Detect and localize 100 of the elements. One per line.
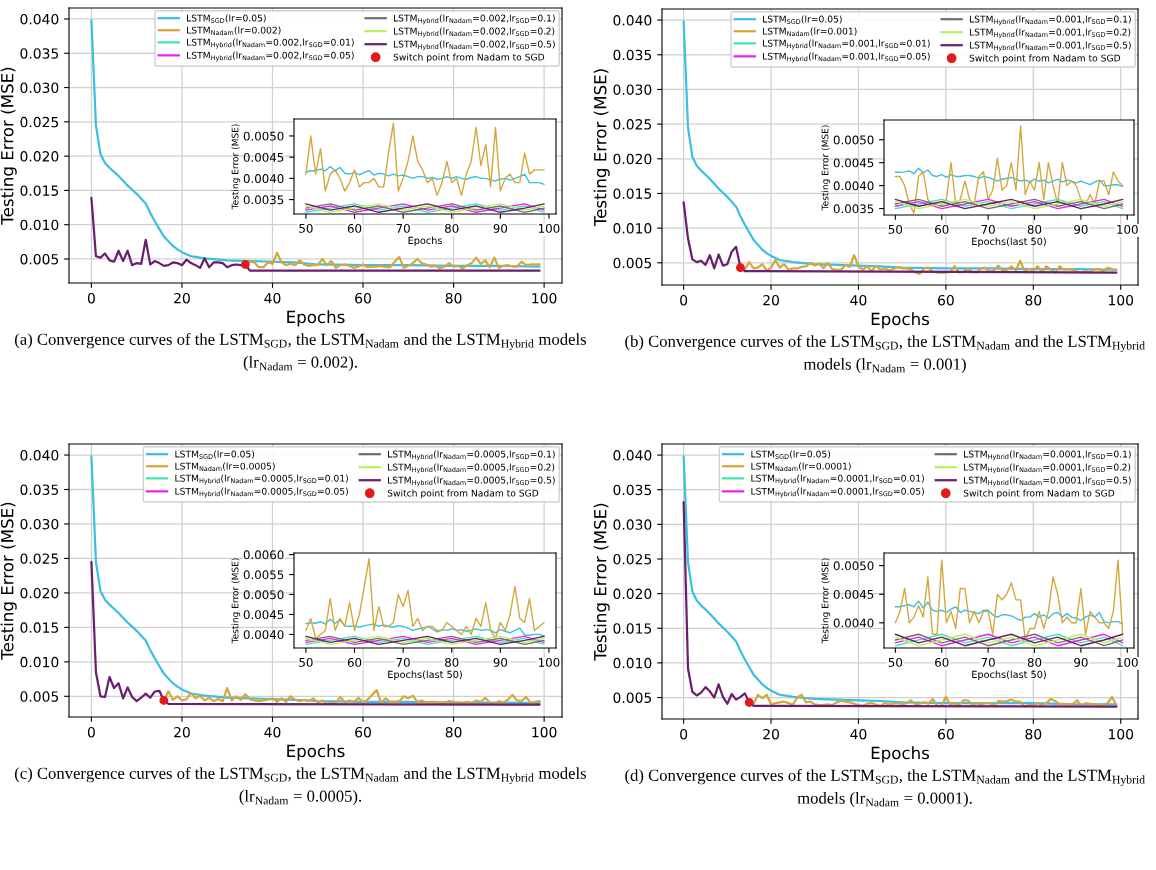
y-tick-label: 0.025 bbox=[613, 553, 652, 565]
y-tick-label: 0.020 bbox=[20, 151, 59, 162]
y-tick-label: 0.0040 bbox=[833, 618, 874, 628]
y-tick-label: 0.025 bbox=[20, 116, 59, 128]
x-tick-label: 0 bbox=[680, 294, 688, 306]
legend-label: Switch point from Nadam to SGD bbox=[969, 54, 1121, 64]
legend-label: Switch point from Nadam to SGD bbox=[963, 489, 1115, 499]
y-axis-title: Testing Error (MSE) bbox=[593, 69, 610, 227]
legend-label: LSTM$_{Nadam}$(lr=0.001) bbox=[763, 27, 857, 37]
x-tick-label: 20 bbox=[174, 726, 190, 738]
y-axis-title: Testing Error (MSE) bbox=[593, 503, 610, 661]
x-tick-label: 60 bbox=[355, 292, 371, 304]
legend-label: LSTM$_{Hybrid}$(lr$_{Nadam}$=0.0005,lr$_{SGD}$=0.5) bbox=[388, 476, 555, 487]
x-axis-title: Epochs(last 50) bbox=[972, 670, 1046, 680]
y-tick-label: 0.0040 bbox=[243, 630, 284, 640]
line-series bbox=[894, 125, 1124, 214]
text: (d) Convergence curves of the LSTM$_{SGD}$, the LSTM$_{Nadam}$ and the LSTM$_{Hybrid}$ models (lr$_{Nadam}$ = 0.0001). bbox=[625, 769, 1145, 808]
legend-label: LSTM$_{Hybrid}$(lr$_{Nadam}$=0.002,lr$_{SGD}$=0.2) bbox=[393, 27, 555, 38]
y-tick-label: 0.030 bbox=[20, 82, 59, 94]
x-tick-label: 90 bbox=[493, 657, 508, 667]
y-tick-label: 0.025 bbox=[20, 553, 59, 564]
y-tick-label: 0.0045 bbox=[243, 152, 284, 162]
y-axis-title: Testing Error (MSE) bbox=[821, 125, 831, 211]
y-tick-label: 0.0035 bbox=[833, 204, 874, 214]
x-tick-label: 80 bbox=[1025, 294, 1042, 306]
x-axis-title: Epochs(last 50) bbox=[388, 670, 462, 680]
x-tick-label: 60 bbox=[347, 657, 362, 667]
x-tick-label: 40 bbox=[264, 726, 281, 738]
y-tick-label: 0.0050 bbox=[243, 590, 284, 600]
legend-label: LSTM$_{Hybrid}$(lr$_{Nadam}$=0.0001,lr$_{SGD}$=0.5) bbox=[964, 476, 1131, 487]
x-tick-label: 80 bbox=[445, 292, 462, 304]
y-tick-label: 0.0060 bbox=[243, 550, 284, 560]
x-tick-label: 80 bbox=[445, 223, 459, 233]
x-tick-label: 100 bbox=[538, 223, 560, 233]
x-tick-label: 100 bbox=[532, 292, 557, 304]
y-axis-title: Testing Error (MSE) bbox=[231, 558, 241, 644]
legend-label: LSTM$_{Hybrid}$(lr$_{Nadam}$=0.001,lr$_{SGD}$=0.5) bbox=[969, 41, 1131, 52]
x-tick-label: 40 bbox=[264, 292, 281, 304]
x-tick-label: 90 bbox=[493, 223, 508, 233]
y-tick-label: 0.035 bbox=[613, 484, 652, 496]
line-series bbox=[894, 559, 1124, 641]
legend-label: LSTM$_{Hybrid}$(lr$_{Nadam}$=0.002,lr$_{SGD}$=0.01) bbox=[187, 38, 354, 49]
y-tick-label: 0.015 bbox=[20, 185, 59, 196]
legend-label: LSTM$_{Nadam}$(lr=0.0005) bbox=[175, 462, 275, 472]
x-tick-label: 80 bbox=[445, 726, 462, 738]
line-series bbox=[894, 167, 1124, 188]
x-tick-label: 80 bbox=[1027, 224, 1042, 234]
x-axis-title: Epochs bbox=[408, 236, 442, 246]
x-tick-label: 70 bbox=[396, 223, 410, 233]
x-tick-label: 40 bbox=[850, 294, 867, 306]
y-tick-label: 0.020 bbox=[613, 588, 652, 600]
y-tick-label: 0.030 bbox=[20, 518, 59, 530]
legend-label: LSTM$_{Hybrid}$(lr$_{Nadam}$=0.001,lr$_{SGD}$=0.05) bbox=[763, 52, 930, 63]
y-tick-label: 0.035 bbox=[20, 484, 59, 495]
line-series bbox=[305, 557, 545, 640]
y-tick-label: 0.040 bbox=[20, 450, 59, 461]
legend-label: Switch point from Nadam to SGD bbox=[387, 489, 539, 499]
legend-label: LSTM$_{Hybrid}$(lr$_{Nadam}$=0.0001,lr$_{SGD}$=0.05) bbox=[751, 487, 924, 498]
y-tick-label: 0.015 bbox=[613, 188, 652, 199]
x-tick-label: 100 bbox=[1117, 224, 1138, 234]
x-tick-label: 60 bbox=[935, 224, 949, 234]
legend-label: LSTM$_{Hybrid}$(lr$_{Nadam}$=0.0001,lr$_{SGD}$=0.01) bbox=[751, 474, 924, 485]
y-tick-label: 0.005 bbox=[20, 691, 59, 702]
legend-label: LSTM$_{Hybrid}$(lr$_{Nadam}$=0.0001,lr$_{SGD}$=0.2) bbox=[964, 463, 1131, 474]
legend-label: LSTM$_{Nadam}$(lr=0.0001) bbox=[751, 462, 851, 472]
x-axis-title: Epochs bbox=[871, 746, 930, 763]
y-tick-label: 0.015 bbox=[613, 623, 652, 634]
legend-label: LSTM$_{Hybrid}$(lr$_{Nadam}$=0.002,lr$_{SGD}$=0.05) bbox=[187, 51, 354, 62]
line-series bbox=[894, 198, 1124, 210]
legend-label: LSTM$_{SGD}$(lr=0.05) bbox=[751, 450, 831, 459]
x-axis-title: Epochs bbox=[871, 312, 930, 329]
x-tick-label: 100 bbox=[1109, 728, 1134, 740]
y-axis-title: Testing Error (MSE) bbox=[0, 67, 17, 225]
y-tick-label: 0.0035 bbox=[243, 195, 284, 205]
x-tick-label: 0 bbox=[87, 726, 95, 738]
y-tick-label: 0.0045 bbox=[243, 610, 284, 620]
x-tick-label: 80 bbox=[1025, 728, 1042, 740]
line-series bbox=[305, 203, 545, 213]
legend-label: LSTM$_{Hybrid}$(lr$_{Nadam}$=0.0005,lr$_{SGD}$=0.05) bbox=[175, 487, 348, 498]
legend-label: LSTM$_{SGD}$(lr=0.05) bbox=[187, 14, 266, 23]
y-tick-label: 0.040 bbox=[20, 13, 59, 25]
x-tick-label: 70 bbox=[981, 224, 995, 234]
y-tick-label: 0.005 bbox=[613, 692, 652, 703]
y-tick-label: 0.005 bbox=[20, 253, 59, 265]
legend-label: LSTM$_{Hybrid}$(lr$_{Nadam}$=0.0005,lr$_{SGD}$=0.01) bbox=[175, 474, 348, 485]
legend-label: LSTM$_{Hybrid}$(lr$_{Nadam}$=0.002,lr$_{SGD}$=0.5) bbox=[393, 40, 555, 51]
y-tick-label: 0.035 bbox=[20, 48, 59, 59]
y-tick-label: 0.040 bbox=[613, 450, 652, 461]
line-series bbox=[305, 635, 545, 646]
x-tick-label: 0 bbox=[680, 728, 688, 740]
line-series bbox=[90, 560, 541, 706]
y-tick-label: 0.030 bbox=[613, 84, 652, 95]
y-tick-label: 0.005 bbox=[613, 257, 652, 269]
x-tick-label: 100 bbox=[1117, 657, 1138, 667]
legend-label: LSTM$_{SGD}$(lr=0.05) bbox=[175, 450, 255, 459]
legend-label: Switch point from Nadam to SGD bbox=[393, 53, 545, 63]
x-tick-label: 70 bbox=[396, 657, 410, 667]
x-tick-label: 90 bbox=[1074, 657, 1088, 667]
legend-label: LSTM$_{Hybrid}$(lr$_{Nadam}$=0.001,lr$_{SGD}$=0.1) bbox=[969, 15, 1131, 26]
y-tick-label: 0.015 bbox=[20, 622, 59, 633]
